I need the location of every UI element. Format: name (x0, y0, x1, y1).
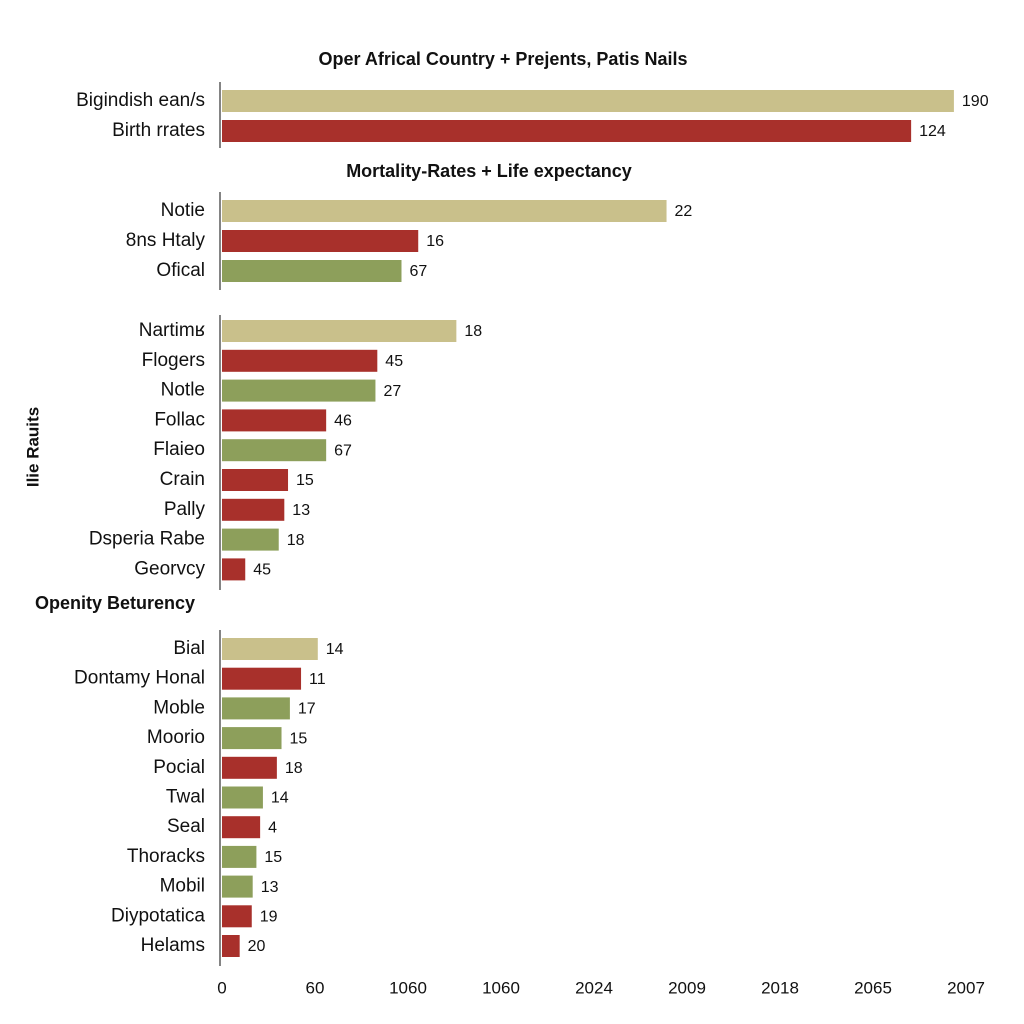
bar-label: 17 (298, 701, 316, 718)
category-label: Notie (161, 200, 205, 221)
bar (222, 816, 261, 839)
bar-label: 14 (271, 790, 289, 807)
bar-label: 15 (264, 849, 282, 866)
category-label: Crain (160, 469, 205, 490)
x-tick-label: 2065 (854, 978, 892, 997)
bar (222, 935, 240, 957)
bar-label: 124 (919, 123, 946, 140)
category-label: Helams (141, 935, 205, 956)
category-label: Georvcy (134, 558, 205, 579)
bar (222, 697, 290, 720)
bar (222, 409, 327, 432)
x-tick-label: 2024 (575, 978, 613, 997)
bar (222, 439, 327, 462)
bar-label: 13 (261, 879, 279, 896)
category-label: Flaieo (153, 439, 205, 460)
x-tick-label: 60 (306, 978, 325, 997)
bar (222, 528, 279, 551)
x-tick-label: 2009 (668, 978, 706, 997)
category-label: Nartimʁ (139, 320, 205, 341)
bar (222, 120, 912, 142)
category-label: Mobil (160, 876, 205, 897)
x-tick-label: 2018 (761, 978, 799, 997)
bar-label: 4 (268, 819, 277, 836)
category-label: Ofical (156, 260, 205, 281)
bar (222, 756, 277, 779)
category-label: Pocial (153, 757, 205, 778)
x-tick-label: 2007 (947, 978, 985, 997)
bar (222, 638, 318, 660)
bar (222, 875, 253, 898)
category-label: Notle (161, 380, 205, 401)
category-label: Dontamy Honal (74, 668, 205, 689)
bar (222, 200, 667, 222)
category-label: Twal (166, 787, 205, 808)
bar-label: 15 (290, 730, 308, 747)
bar-label: 46 (334, 413, 352, 430)
bar-label: 18 (287, 532, 305, 549)
bar-label: 20 (248, 938, 266, 955)
bar-label: 11 (309, 671, 326, 688)
category-label: Bigindish ean/s (76, 90, 205, 111)
bar (222, 498, 285, 521)
y-axis-label: Ilie Rauits (23, 407, 42, 487)
bar-label: 22 (675, 203, 693, 220)
bar-label: 67 (409, 263, 427, 280)
category-label: Flogers (142, 350, 205, 371)
x-tick-label: 0 (217, 978, 226, 997)
bar-label: 16 (426, 233, 444, 250)
bar (222, 905, 252, 928)
bar-label: 45 (385, 353, 403, 370)
panel-title: Openity Beturency (35, 593, 195, 613)
x-tick-label: 1060 (389, 978, 427, 997)
category-label: Birth rrates (112, 120, 205, 141)
category-label: Pally (164, 499, 206, 520)
bar-label: 190 (962, 93, 989, 110)
category-label: Moble (153, 697, 205, 718)
category-label: 8ns Htaly (126, 230, 206, 251)
bar (222, 260, 402, 282)
bar (222, 90, 954, 112)
bar (222, 469, 289, 491)
category-label: Moorio (147, 727, 205, 748)
bar-label: 19 (260, 909, 278, 926)
panel-title: Mortality-Rates + Life expectancy (346, 161, 632, 181)
bar-label: 13 (292, 502, 310, 519)
category-label: Bial (173, 638, 205, 659)
bar (222, 349, 378, 372)
category-label: Thoracks (127, 846, 205, 867)
bar (222, 845, 257, 868)
category-label: Seal (167, 816, 205, 837)
bar-label: 27 (383, 383, 401, 400)
category-label: Diypotatica (111, 905, 205, 926)
bar-label: 18 (285, 760, 303, 777)
x-tick-label: 1060 (482, 978, 520, 997)
bar-label: 15 (296, 472, 314, 489)
bar (222, 667, 302, 690)
bar (222, 379, 376, 402)
category-label: Follac (154, 409, 205, 430)
bar (222, 786, 263, 809)
bar-label: 45 (253, 562, 271, 579)
bar-label: 14 (326, 641, 344, 658)
bar-label: 18 (464, 323, 482, 340)
panel-title: Oper Africal Country + Prejents, Patis N… (319, 49, 688, 69)
bar (222, 320, 457, 342)
bar-label: 67 (334, 442, 352, 459)
bar (222, 230, 419, 252)
bar (222, 558, 246, 581)
category-label: Dsperia Rabe (89, 529, 205, 550)
bar (222, 727, 282, 750)
